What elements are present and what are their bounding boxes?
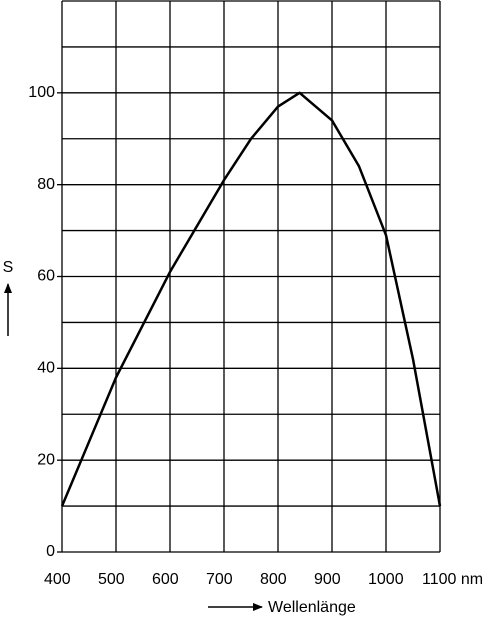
y-tick-label: 0 [46,543,55,560]
x-tick-label: 600 [152,571,179,588]
x-tick-label: 1000 [368,571,404,588]
x-tick-label: 800 [260,571,287,588]
curve [60,91,442,507]
x-tick-label: 400 [44,571,71,588]
y-tick-label: 20 [37,451,55,468]
y-tick-label: 60 [37,268,55,285]
x-tick-label: 700 [206,571,233,588]
y-axis-label: S [3,259,14,276]
x-axis-label: Wellenlänge [268,599,356,616]
y-tick-label: 80 [37,176,55,193]
y-tick-label: 40 [37,360,55,377]
x-tick-label: 1100 nm [422,571,483,588]
x-tick-label: 900 [314,571,341,588]
y-tick-label: 100 [28,84,55,101]
x-tick-label: 500 [98,571,125,588]
